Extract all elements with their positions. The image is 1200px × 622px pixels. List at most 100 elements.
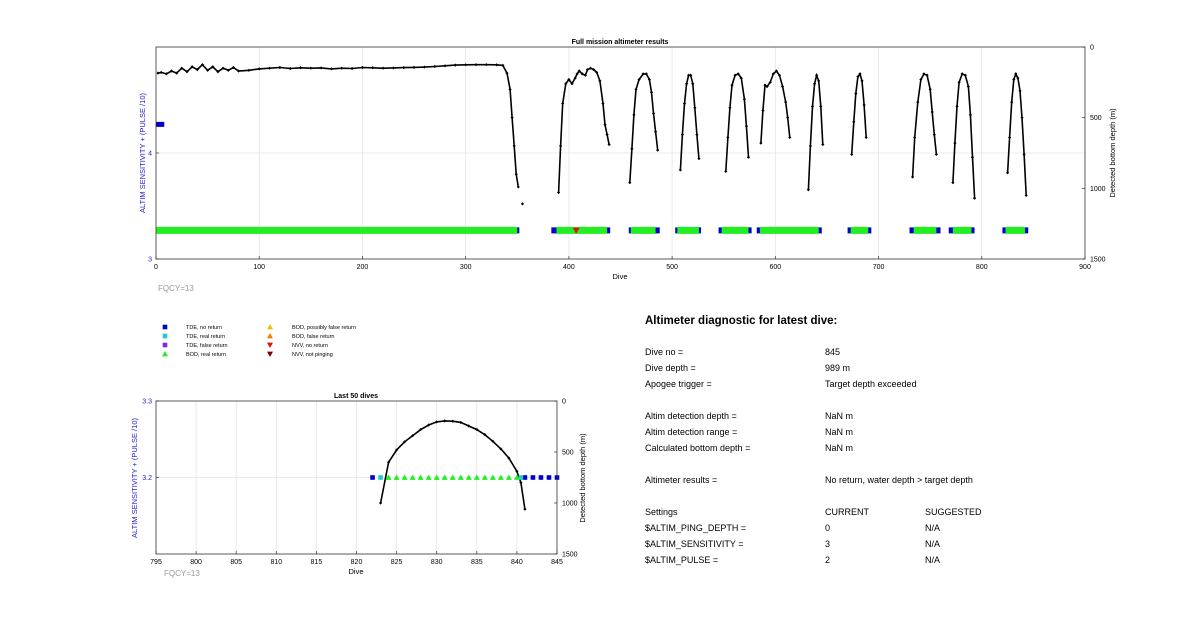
bottom-depth-point bbox=[435, 420, 439, 424]
bottom-depth-point bbox=[765, 84, 769, 89]
bod-real-return-band bbox=[677, 226, 699, 234]
bottom-depth-point bbox=[206, 68, 210, 72]
bod-real-return-marker bbox=[489, 474, 496, 480]
bottom-depth-point bbox=[736, 72, 740, 76]
bottom-depth-point bbox=[371, 66, 375, 70]
bottom-depth-point bbox=[963, 73, 967, 77]
bottom-depth-point bbox=[484, 63, 488, 67]
bottom-depth-point bbox=[647, 77, 652, 82]
bottom-depth-point bbox=[360, 65, 365, 70]
bottom-depth-point bbox=[817, 79, 821, 83]
bottom-depth-point bbox=[693, 106, 697, 110]
bottom-depth-point bbox=[459, 420, 463, 425]
bottom-depth-point bbox=[970, 155, 975, 159]
x-tick-label: 815 bbox=[311, 559, 323, 566]
bottom-depth-point bbox=[175, 71, 179, 75]
bod-real-return-band bbox=[630, 226, 656, 234]
bottom-depth-point bbox=[1024, 193, 1028, 197]
last-50-dives-chart: 795 800 805 810 815 820 825 830 835 840 845 3.2 3.3 0… bbox=[130, 393, 587, 578]
y-tick-label: 3.3 bbox=[142, 399, 152, 406]
y2-tick-label: 1500 bbox=[562, 552, 578, 559]
bottom-depth-point bbox=[319, 66, 323, 70]
bod-real-return-marker bbox=[513, 474, 520, 480]
bottom-depth-point bbox=[628, 181, 632, 185]
bottom-depth-point bbox=[474, 63, 478, 67]
bottom-depth-point bbox=[595, 70, 599, 75]
setting-ping-depth-label: $ALTIM_PING_DEPTH = bbox=[645, 523, 747, 533]
bottom-depth-point bbox=[607, 142, 611, 147]
bottom-depth-point bbox=[185, 70, 189, 74]
bottom-depth-point bbox=[598, 79, 602, 83]
bottom-depth-point bbox=[746, 155, 751, 159]
altim-detection-depth-label: Altim detection depth = bbox=[645, 411, 737, 421]
bottom-depth-point bbox=[955, 104, 959, 108]
tde-no-return-marker bbox=[546, 475, 552, 480]
settings-header-suggested: SUGGESTED bbox=[925, 507, 982, 517]
bottom-depth-point bbox=[350, 66, 354, 71]
x-tick-label: 795 bbox=[150, 559, 162, 566]
tde-no-return-marker bbox=[530, 475, 536, 480]
top-series bbox=[156, 63, 1029, 234]
bod-real-return-marker bbox=[457, 474, 464, 480]
bottom-depth-point bbox=[411, 434, 415, 438]
bottom-depth-line bbox=[1006, 71, 1027, 196]
x-tick-label: 810 bbox=[270, 559, 282, 566]
legend-label: NVV, no return bbox=[292, 343, 328, 349]
bottom-depth-point bbox=[966, 84, 970, 89]
bottom-depth-point bbox=[577, 69, 581, 73]
bottom-depth-point bbox=[678, 168, 682, 172]
x-tick-label: 600 bbox=[769, 264, 781, 271]
bottom-depth-point bbox=[190, 65, 194, 69]
bottom-depth-point bbox=[682, 101, 687, 106]
bod-real-return-marker bbox=[385, 474, 392, 480]
bottom-depth-point bbox=[267, 66, 272, 70]
bottom-depth-point bbox=[288, 66, 292, 71]
legend-triangle-marker bbox=[267, 351, 273, 357]
bottom-depth-point bbox=[1018, 89, 1022, 93]
bottom-depth-point bbox=[592, 68, 596, 72]
bottom-depth-point bbox=[495, 63, 499, 67]
bottom-series bbox=[370, 419, 560, 511]
bottom-depth-point bbox=[386, 460, 391, 464]
bottom-depth-point bbox=[180, 66, 184, 70]
bod-real-return-marker bbox=[505, 474, 512, 480]
nvv-no-return-marker bbox=[572, 227, 580, 234]
legend-square-marker bbox=[162, 342, 168, 348]
bod-real-return-marker bbox=[441, 474, 448, 480]
top-grid bbox=[156, 47, 1085, 259]
bottom-depth-point bbox=[761, 109, 765, 113]
bottom-depth-point bbox=[815, 73, 819, 77]
bottom-depth-point bbox=[378, 501, 383, 505]
bottom-depth-point bbox=[427, 423, 431, 427]
y-tick-label: 4 bbox=[148, 151, 152, 158]
bottom-depth-point bbox=[247, 68, 251, 72]
bottom-depth-point bbox=[862, 103, 866, 107]
bottom-y-axis-label: ALTIM SENSITIVITY + (PULSE /10) bbox=[130, 418, 139, 538]
bottom-depth-point bbox=[419, 427, 423, 432]
bottom-depth-point bbox=[733, 73, 737, 77]
bottom-depth-point bbox=[580, 72, 584, 76]
bod-real-return-band bbox=[721, 226, 749, 234]
bottom-depth-point bbox=[810, 104, 815, 108]
bottom-depth-point bbox=[812, 82, 817, 86]
legend-label: BOD, possibly false return bbox=[292, 325, 356, 331]
x-tick-label: 830 bbox=[431, 559, 443, 566]
x-tick-label: 200 bbox=[357, 264, 369, 271]
bottom-depth-point bbox=[464, 63, 468, 67]
bottom-depth-point bbox=[695, 133, 699, 137]
setting-sensitivity-suggested: N/A bbox=[925, 539, 941, 549]
bottom-depth-point bbox=[777, 73, 782, 77]
legend-label: TDE, real return bbox=[186, 334, 225, 340]
bottom-depth-point bbox=[1012, 77, 1016, 82]
y2-tick-label: 1500 bbox=[1090, 257, 1106, 264]
bod-real-return-marker bbox=[449, 474, 456, 480]
bottom-depth-point bbox=[512, 144, 516, 148]
bottom-depth-point bbox=[564, 82, 568, 86]
bottom-depth-point bbox=[221, 66, 225, 70]
panel-title: Altimeter diagnostic for latest dive: bbox=[645, 315, 838, 327]
setting-pulse-label: $ALTIM_PULSE = bbox=[645, 555, 719, 565]
setting-ping-depth-suggested: N/A bbox=[925, 523, 941, 533]
bottom-depth-point bbox=[570, 82, 574, 86]
bottom-depth-point bbox=[951, 181, 955, 185]
